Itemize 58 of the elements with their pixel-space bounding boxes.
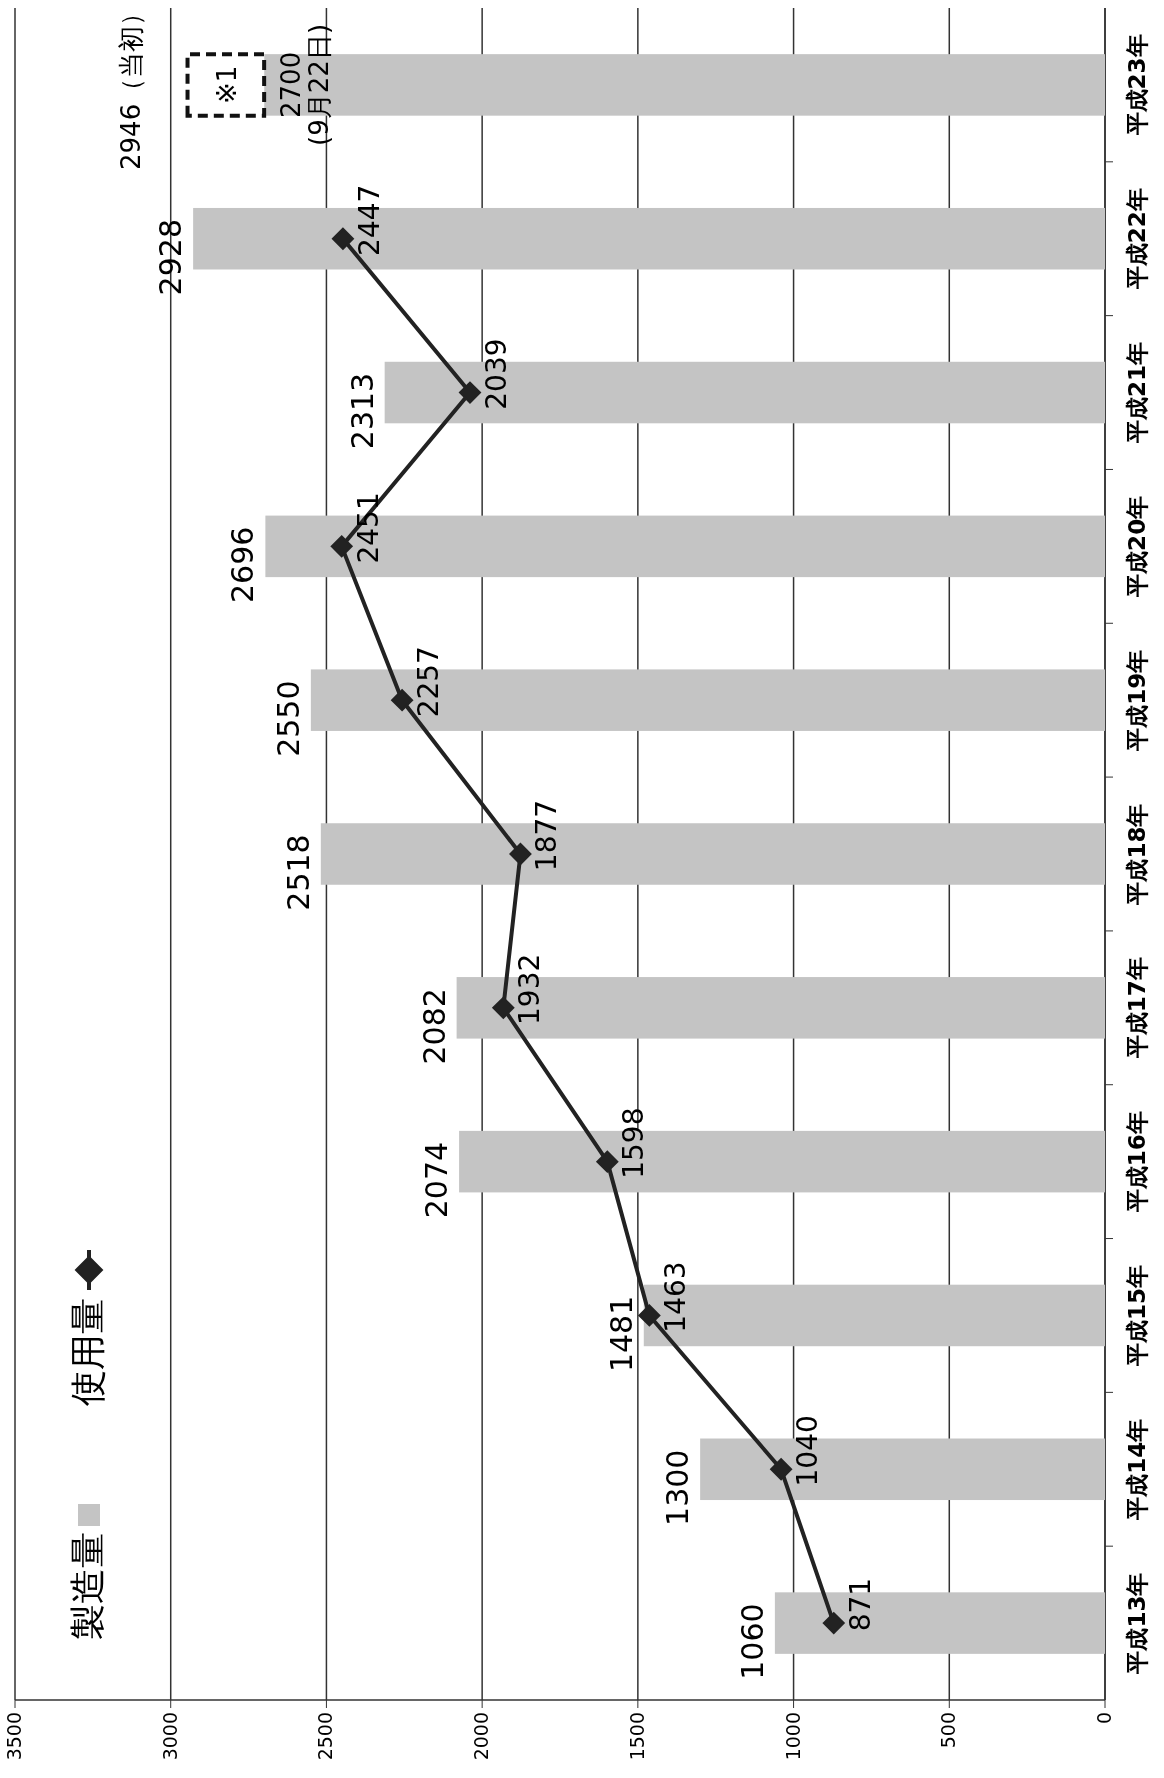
x-tick-label: 1000 — [781, 1712, 804, 1761]
data-label: 1598 — [617, 1107, 651, 1179]
data-label: 2550 — [270, 680, 306, 757]
y-tick-label: 平成18年 — [1124, 803, 1150, 906]
data-label: 2928 — [153, 219, 189, 296]
y-tick-label: 平成23年 — [1124, 34, 1150, 137]
x-tick-label: 500 — [937, 1712, 960, 1749]
x-tick-label: 3000 — [158, 1712, 181, 1761]
legend-item: 使用量 — [67, 1250, 108, 1406]
point — [509, 843, 532, 865]
data-label: 2696 — [225, 526, 261, 603]
x-tick-label: 1500 — [625, 1712, 648, 1761]
data-label: 2074 — [419, 1141, 455, 1219]
annotation: (9月22日) — [304, 23, 335, 146]
data-label: 2257 — [412, 646, 446, 718]
legend-label: 製造量 — [67, 1532, 108, 1640]
y-tick-label: 平成16年 — [1124, 1111, 1150, 1214]
point — [822, 1612, 845, 1635]
data-label: 1481 — [603, 1295, 639, 1373]
data-label: 2039 — [480, 338, 513, 410]
x-tick-label: 3500 — [3, 1712, 25, 1761]
point — [638, 1304, 661, 1327]
point — [391, 689, 414, 712]
y-tick-label: 平成19年 — [1124, 649, 1150, 752]
y-tick-label: 平成14年 — [1124, 1418, 1150, 1521]
x-tick-label: 0 — [1093, 1712, 1115, 1725]
point — [770, 1458, 793, 1481]
data-label: 1932 — [513, 953, 547, 1025]
data-label: 1463 — [659, 1261, 693, 1333]
y-tick-label: 平成22年 — [1124, 188, 1150, 291]
data-label: 2313 — [344, 372, 380, 450]
annotation: 2946（当初） — [115, 0, 146, 170]
legend-label: 使用量 — [67, 1298, 108, 1406]
data-label: 2451 — [351, 492, 385, 564]
y-tick-label: 平成13年 — [1124, 1572, 1150, 1675]
y-tick-label: 平成20年 — [1124, 495, 1150, 598]
annotation: ※1 — [211, 65, 242, 105]
data-label: 2082 — [416, 988, 452, 1065]
y-tick-label: 平成17年 — [1124, 957, 1150, 1060]
y-tick-label: 平成15年 — [1124, 1264, 1150, 1367]
data-label: 2447 — [352, 184, 386, 256]
x-tick-label: 2000 — [470, 1712, 493, 1761]
data-label: 2518 — [280, 834, 316, 911]
y-tick-label: 平成21年 — [1124, 342, 1150, 445]
data-label: 1040 — [791, 1415, 825, 1487]
data-label: 1060 — [734, 1603, 770, 1680]
data-label: 1877 — [530, 799, 564, 872]
legend-item: 製造量 — [67, 1504, 108, 1640]
point — [330, 535, 353, 558]
data-label: 1300 — [660, 1449, 696, 1526]
x-tick-label: 2500 — [314, 1712, 337, 1761]
data-label: 871 — [843, 1577, 877, 1632]
point — [596, 1150, 619, 1173]
point — [492, 996, 515, 1019]
point — [331, 227, 354, 250]
point — [459, 381, 481, 404]
bar — [264, 54, 1105, 116]
data-label: 2700 — [276, 51, 307, 118]
